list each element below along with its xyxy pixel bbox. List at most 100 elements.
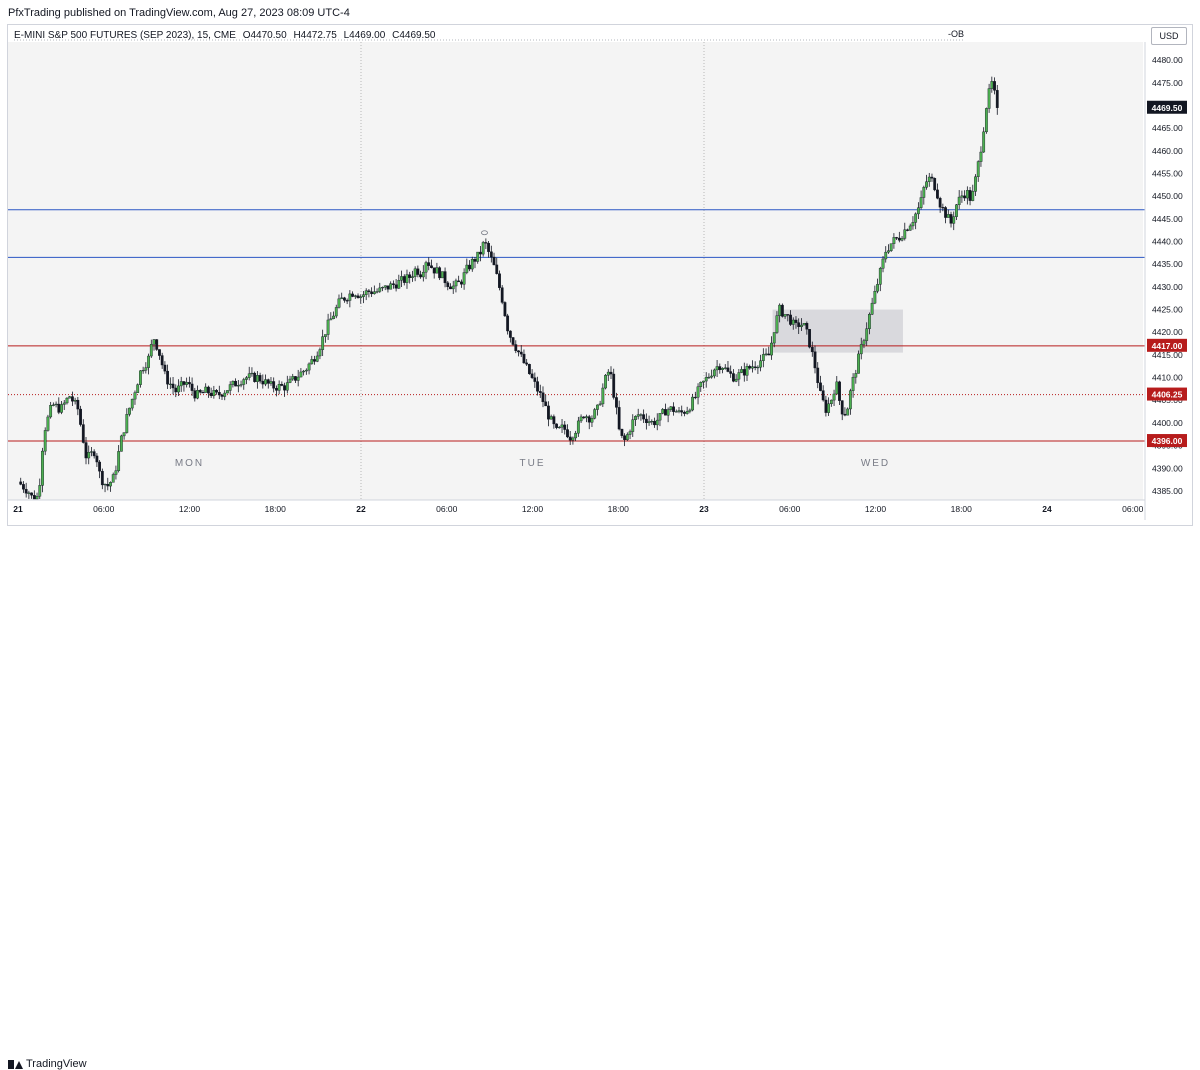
candle [522,349,526,364]
candle [419,270,422,279]
candle [226,390,229,394]
candle [402,274,406,286]
candle-body [299,371,303,378]
candle-body [547,405,550,420]
candle-body [133,392,137,400]
candle [884,246,888,263]
candle-body [122,432,126,437]
candle [813,345,817,374]
candle-body [114,470,118,475]
candlestick-chart[interactable]: -OBMONTUEWED4480.004475.004470.004465.00… [0,0,1200,550]
candle-body [302,370,306,373]
candle [30,492,34,499]
candle [808,329,811,349]
time-tick-label: 12:00 [179,504,201,514]
candle [503,301,507,317]
candle [430,259,433,269]
candle [451,280,455,294]
candle-body [345,300,349,302]
candle [936,183,939,200]
price-tick-label: 4390.00 [1152,463,1183,473]
candle-body [933,178,937,191]
candle [598,400,602,406]
candle [275,385,278,397]
candle [250,367,254,377]
time-tick-label: 12:00 [522,504,544,514]
candle [805,321,809,335]
candle-body [182,381,186,385]
candle-body [555,423,558,428]
candle [821,385,825,402]
candle-body [92,451,96,457]
candle [24,482,28,498]
candle-body [889,243,893,251]
candle-body [742,369,746,376]
candle-body [152,339,156,345]
candle-body [212,390,216,397]
candle [693,391,697,400]
candle-body [718,366,722,370]
candle-body [468,264,471,270]
candle [242,377,246,390]
candle-body [481,242,485,255]
candle-body [732,373,735,382]
candle [840,400,844,421]
candle-body [261,380,265,385]
candle-body [604,374,607,389]
candle [245,375,248,385]
candle-body [318,349,322,357]
candle-body [46,416,50,431]
candle [571,436,575,445]
candle-body [291,376,295,380]
candle-body [938,198,942,208]
chart-frame[interactable] [7,24,1193,526]
candle [201,389,205,394]
price-level-tag-label: 4396.00 [1152,436,1183,446]
candle [114,465,118,480]
candle [631,414,635,437]
price-tick-label: 4475.00 [1152,78,1183,88]
candle [207,385,210,398]
price-level-tag [1147,338,1187,352]
candle [147,353,150,375]
candle [655,413,659,431]
candle [742,362,746,382]
candle-body [693,396,697,399]
candle-body [49,404,53,418]
candle-body [106,483,110,487]
candle-body [761,354,765,361]
candle [310,355,314,365]
candle [587,414,591,430]
candle-body [500,287,504,303]
candle [416,265,420,278]
candle [889,243,893,252]
candle [674,409,678,413]
candle-body [247,373,251,378]
candle-body [421,271,425,278]
candle-body [424,262,428,273]
candle [340,292,344,300]
price-tick-label: 4460.00 [1152,146,1183,156]
candle [960,190,964,203]
candle-body [628,431,632,435]
candle [329,312,333,321]
candle [862,338,866,349]
candle-body [402,276,406,283]
candle [642,409,646,423]
candle [155,339,159,351]
candle [190,377,194,396]
candle-body [642,414,646,420]
candle [470,256,474,272]
tradingview-logo[interactable]: TradingView [8,1058,87,1070]
currency-button[interactable]: USD [1151,27,1187,45]
candle [838,380,841,405]
candle [231,380,235,388]
candle [732,369,735,383]
ohlc-high: H4472.75 [293,30,337,41]
candle [514,340,518,354]
candle [476,251,480,264]
candle [139,370,142,388]
candle [702,380,705,389]
candle-body [775,315,779,333]
candle [168,377,172,390]
